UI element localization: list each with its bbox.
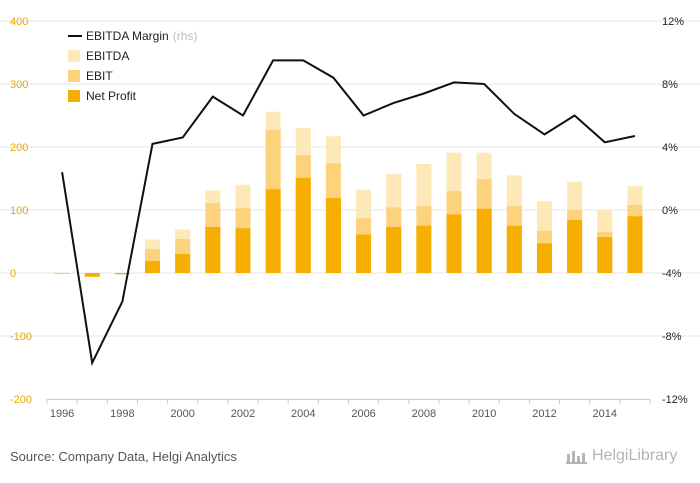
x-tick-label: 2000 xyxy=(170,408,194,420)
bar-net-profit-2001 xyxy=(205,227,221,273)
bar-series xyxy=(54,111,643,277)
legend-swatch xyxy=(68,50,80,62)
legend: EBITDA Margin (rhs) EBITDA EBIT Net Profit xyxy=(68,29,197,103)
x-tick-label: 2010 xyxy=(472,408,496,420)
bar-net-profit-2007 xyxy=(386,227,402,273)
right-tick-label: 4% xyxy=(662,142,678,154)
left-tick-label: 100 xyxy=(10,205,28,217)
legend-label: EBITDA Margin xyxy=(86,29,169,43)
x-axis xyxy=(46,399,651,404)
bar-net-profit-2005 xyxy=(325,198,341,273)
legend-label: Net Profit xyxy=(86,89,137,103)
bar-net-profit-2012 xyxy=(536,243,552,273)
x-tick-label: 2008 xyxy=(412,408,436,420)
bar-net-profit-2002 xyxy=(235,228,251,273)
bar-net-profit-1996 xyxy=(54,273,70,274)
bar-net-profit-2003 xyxy=(265,189,281,273)
x-tick-label: 2012 xyxy=(532,408,556,420)
x-tick-label: 2006 xyxy=(351,408,375,420)
left-axis-ticks: -200 -100 0 100 200 300 400 xyxy=(10,16,32,406)
bar-net-profit-2010 xyxy=(476,208,492,273)
legend-label: EBITDA xyxy=(86,49,129,63)
right-tick-label: -12% xyxy=(662,394,688,406)
bar-net-profit-2011 xyxy=(506,225,522,273)
left-tick-label: -200 xyxy=(10,394,32,406)
bar-net-profit-2004 xyxy=(295,177,311,273)
left-tick-label: 0 xyxy=(10,268,16,280)
bar-net-profit-2009 xyxy=(446,214,462,273)
legend-swatch xyxy=(68,70,80,82)
left-tick-label: 300 xyxy=(10,79,28,91)
x-tick-label: 2004 xyxy=(291,408,315,420)
bar-net-profit-2013 xyxy=(567,220,583,273)
x-tick-label: 2014 xyxy=(593,408,617,420)
library-icon xyxy=(566,451,587,464)
x-tick-label: 1998 xyxy=(110,408,134,420)
source-note: Source: Company Data, Helgi Analytics xyxy=(10,449,237,464)
bar-net-profit-2000 xyxy=(175,254,191,273)
left-tick-label: 400 xyxy=(10,16,28,28)
bar-net-profit-2014 xyxy=(597,237,613,273)
right-tick-label: 12% xyxy=(662,16,684,28)
legend-label: EBIT xyxy=(86,69,113,83)
legend-swatch xyxy=(68,90,80,102)
bar-net-profit-2015 xyxy=(627,216,643,273)
left-tick-label: 200 xyxy=(10,142,28,154)
x-tick-label: 1996 xyxy=(50,408,74,420)
bar-ebitda-1996 xyxy=(54,272,70,273)
brand-logo: HelgiLibrary xyxy=(566,447,677,465)
left-tick-label: -100 xyxy=(10,331,32,343)
bar-net-profit-2006 xyxy=(356,234,372,273)
legend-note: (rhs) xyxy=(173,29,198,43)
ebitda-margin-line xyxy=(61,59,636,367)
bar-net-profit-1998 xyxy=(114,273,130,275)
bar-net-profit-2008 xyxy=(416,225,432,273)
x-tick-label: 2002 xyxy=(231,408,255,420)
right-tick-label: -4% xyxy=(662,268,682,280)
margin-line-series xyxy=(61,59,636,367)
right-axis-ticks: -12% -8% -4% 0% 4% 8% 12% xyxy=(662,16,688,406)
bar-net-profit-1999 xyxy=(145,261,161,273)
brand-name: HelgiLibrary xyxy=(592,447,678,464)
right-tick-label: 8% xyxy=(662,79,678,91)
right-tick-label: -8% xyxy=(662,331,682,343)
combo-chart: -200 -100 0 100 200 300 400 -12% -8% -4% 0% 4% 8% 12… xyxy=(0,16,700,420)
bar-net-profit-1997 xyxy=(84,273,100,277)
right-tick-label: 0% xyxy=(662,205,678,217)
x-axis-ticks: 1996 1998 2000 2002 2004 2006 2008 2010 2012 2014 xyxy=(50,408,617,420)
